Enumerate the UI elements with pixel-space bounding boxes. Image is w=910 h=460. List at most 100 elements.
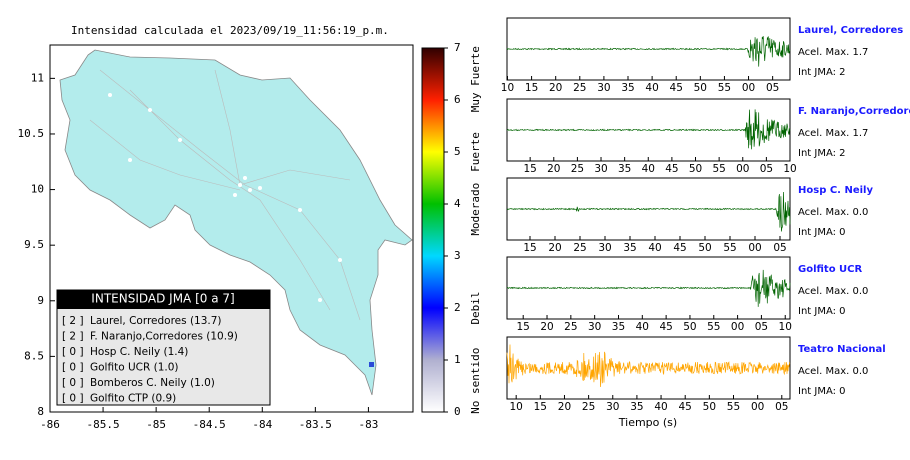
trace-tick-label: 55 <box>707 321 720 333</box>
trace-tick-label: 55 <box>723 242 736 254</box>
trace-tick-label: 55 <box>712 163 725 175</box>
trace-tick-label: 55 <box>727 401 740 413</box>
map-title: Intensidad calculada el 2023/09/19_11:56… <box>71 24 389 37</box>
y-tick-label: 8 <box>37 405 44 418</box>
legend-level: [ 0 ] <box>62 377 84 389</box>
y-tick-label: 8.5 <box>24 349 44 362</box>
trace-tick-label: 00 <box>731 321 744 333</box>
x-axis-label: Tiempo (s) <box>618 416 677 429</box>
trace-tick-label: 15 <box>525 82 538 94</box>
legend-title: INTENSIDAD JMA [0 a 7] <box>91 292 234 306</box>
trace-tick-label: 05 <box>775 401 788 413</box>
trace-tick-label: 20 <box>548 242 561 254</box>
x-tick-label: -84 <box>252 418 272 431</box>
station-int: Int JMA: 2 <box>798 148 846 159</box>
x-tick-label: -85.5 <box>87 418 120 431</box>
waveform <box>506 191 791 232</box>
station-acel: Acel. Max. 0.0 <box>798 286 868 297</box>
trace-tick-label: 15 <box>534 401 547 413</box>
trace-tick-label: 50 <box>698 242 711 254</box>
y-tick-label: 9.5 <box>24 238 44 251</box>
trace-tick-label: 35 <box>612 321 625 333</box>
trace-tick-label: 35 <box>623 242 636 254</box>
trace-tick-label: 30 <box>606 401 619 413</box>
station-acel: Acel. Max. 0.0 <box>798 207 868 218</box>
trace-tick-label: 45 <box>673 242 686 254</box>
country-outline <box>59 49 413 396</box>
trace-tick-label: 50 <box>689 163 702 175</box>
waveform <box>506 36 791 67</box>
legend-label: Golfito CTP (0.9) <box>90 393 176 405</box>
trace-tick-label: 55 <box>718 82 731 94</box>
trace-tick-label: 10 <box>779 321 792 333</box>
trace-tick-label: 20 <box>549 82 562 94</box>
legend-level: [ 0 ] <box>62 362 84 374</box>
trace-tick-label: 35 <box>618 163 631 175</box>
x-tick-label: -83.5 <box>299 418 332 431</box>
station-name: Golfito UCR <box>798 264 863 275</box>
trace-tick-label: 40 <box>648 242 661 254</box>
colorbar-tick-label: 7 <box>454 41 461 54</box>
station-name: Teatro Nacional <box>798 344 886 355</box>
colorbar-tick-label: 5 <box>454 145 461 158</box>
y-tick-label: 10.5 <box>18 127 45 140</box>
trace-tick-label: 10 <box>501 82 514 94</box>
trace-tick-label: 00 <box>742 82 755 94</box>
station-name: F. Naranjo,Corredores <box>798 106 910 117</box>
trace-tick-label: 45 <box>670 82 683 94</box>
colorbar-class: Debil <box>469 291 482 324</box>
trace-tick-label: 05 <box>766 82 779 94</box>
x-tick-label: -84.5 <box>193 418 226 431</box>
x-tick-label: -85 <box>146 418 166 431</box>
trace-tick-label: 20 <box>558 401 571 413</box>
trace-tick-label: 35 <box>630 401 643 413</box>
trace-tick-label: 05 <box>760 163 773 175</box>
trace-tick-label: 25 <box>573 242 586 254</box>
trace-tick-label: 05 <box>755 321 768 333</box>
colorbar-class: Muy Fuerte <box>469 46 482 112</box>
legend-level: [ 0 ] <box>62 346 84 358</box>
station-int: Int JMA: 2 <box>798 67 846 78</box>
trace-tick-label: 15 <box>523 242 536 254</box>
trace-tick-label: 45 <box>665 163 678 175</box>
legend-label: F. Naranjo,Corredores (10.9) <box>90 331 238 343</box>
colorbar <box>421 47 445 413</box>
map-frame <box>49 44 414 413</box>
trace-tick-label: 50 <box>694 82 707 94</box>
trace-tick-label: 50 <box>703 401 716 413</box>
station-int: Int JMA: 0 <box>798 227 846 238</box>
trace-tick-label: 30 <box>594 163 607 175</box>
stations <box>108 93 342 302</box>
trace-tick-label: 50 <box>683 321 696 333</box>
legend-label: Golfito UCR (1.0) <box>90 362 179 374</box>
legend-box <box>56 289 271 406</box>
station-acel: Acel. Max. 1.7 <box>798 47 868 58</box>
trace-tick-label: 25 <box>571 163 584 175</box>
x-tick-label: -83 <box>358 418 378 431</box>
trace-tick-label: 20 <box>540 321 553 333</box>
legend-label: Bomberos C. Neily (1.0) <box>90 377 215 389</box>
trace-tick-label: 15 <box>523 163 536 175</box>
trace-tick-label: 00 <box>736 163 749 175</box>
station-int: Int JMA: 0 <box>798 386 846 397</box>
station-acel: Acel. Max. 1.7 <box>798 128 868 139</box>
trace-tick-label: 40 <box>636 321 649 333</box>
station-name: Laurel, Corredores <box>798 25 903 36</box>
colorbar-tick-label: 1 <box>454 353 461 366</box>
trace-tick-label: 10 <box>509 401 522 413</box>
station-acel: Acel. Max. 0.0 <box>798 366 868 377</box>
trace-tick-label: 10 <box>783 163 796 175</box>
trace-tick-label: 30 <box>588 321 601 333</box>
legend-level: [ 2 ] <box>62 331 84 343</box>
waveform <box>506 344 791 388</box>
trace-tick-label: 40 <box>654 401 667 413</box>
colorbar-tick-label: 0 <box>454 405 461 418</box>
colorbar-tick-label: 3 <box>454 249 461 262</box>
legend-label: Hosp C. Neily (1.4) <box>90 346 188 358</box>
legend: INTENSIDAD JMA [0 a 7] <box>56 289 271 406</box>
trace-tick-label: 40 <box>645 82 658 94</box>
trace-tick-label: 00 <box>751 401 764 413</box>
trace-tick-label: 00 <box>748 242 761 254</box>
trace-tick-label: 30 <box>598 242 611 254</box>
